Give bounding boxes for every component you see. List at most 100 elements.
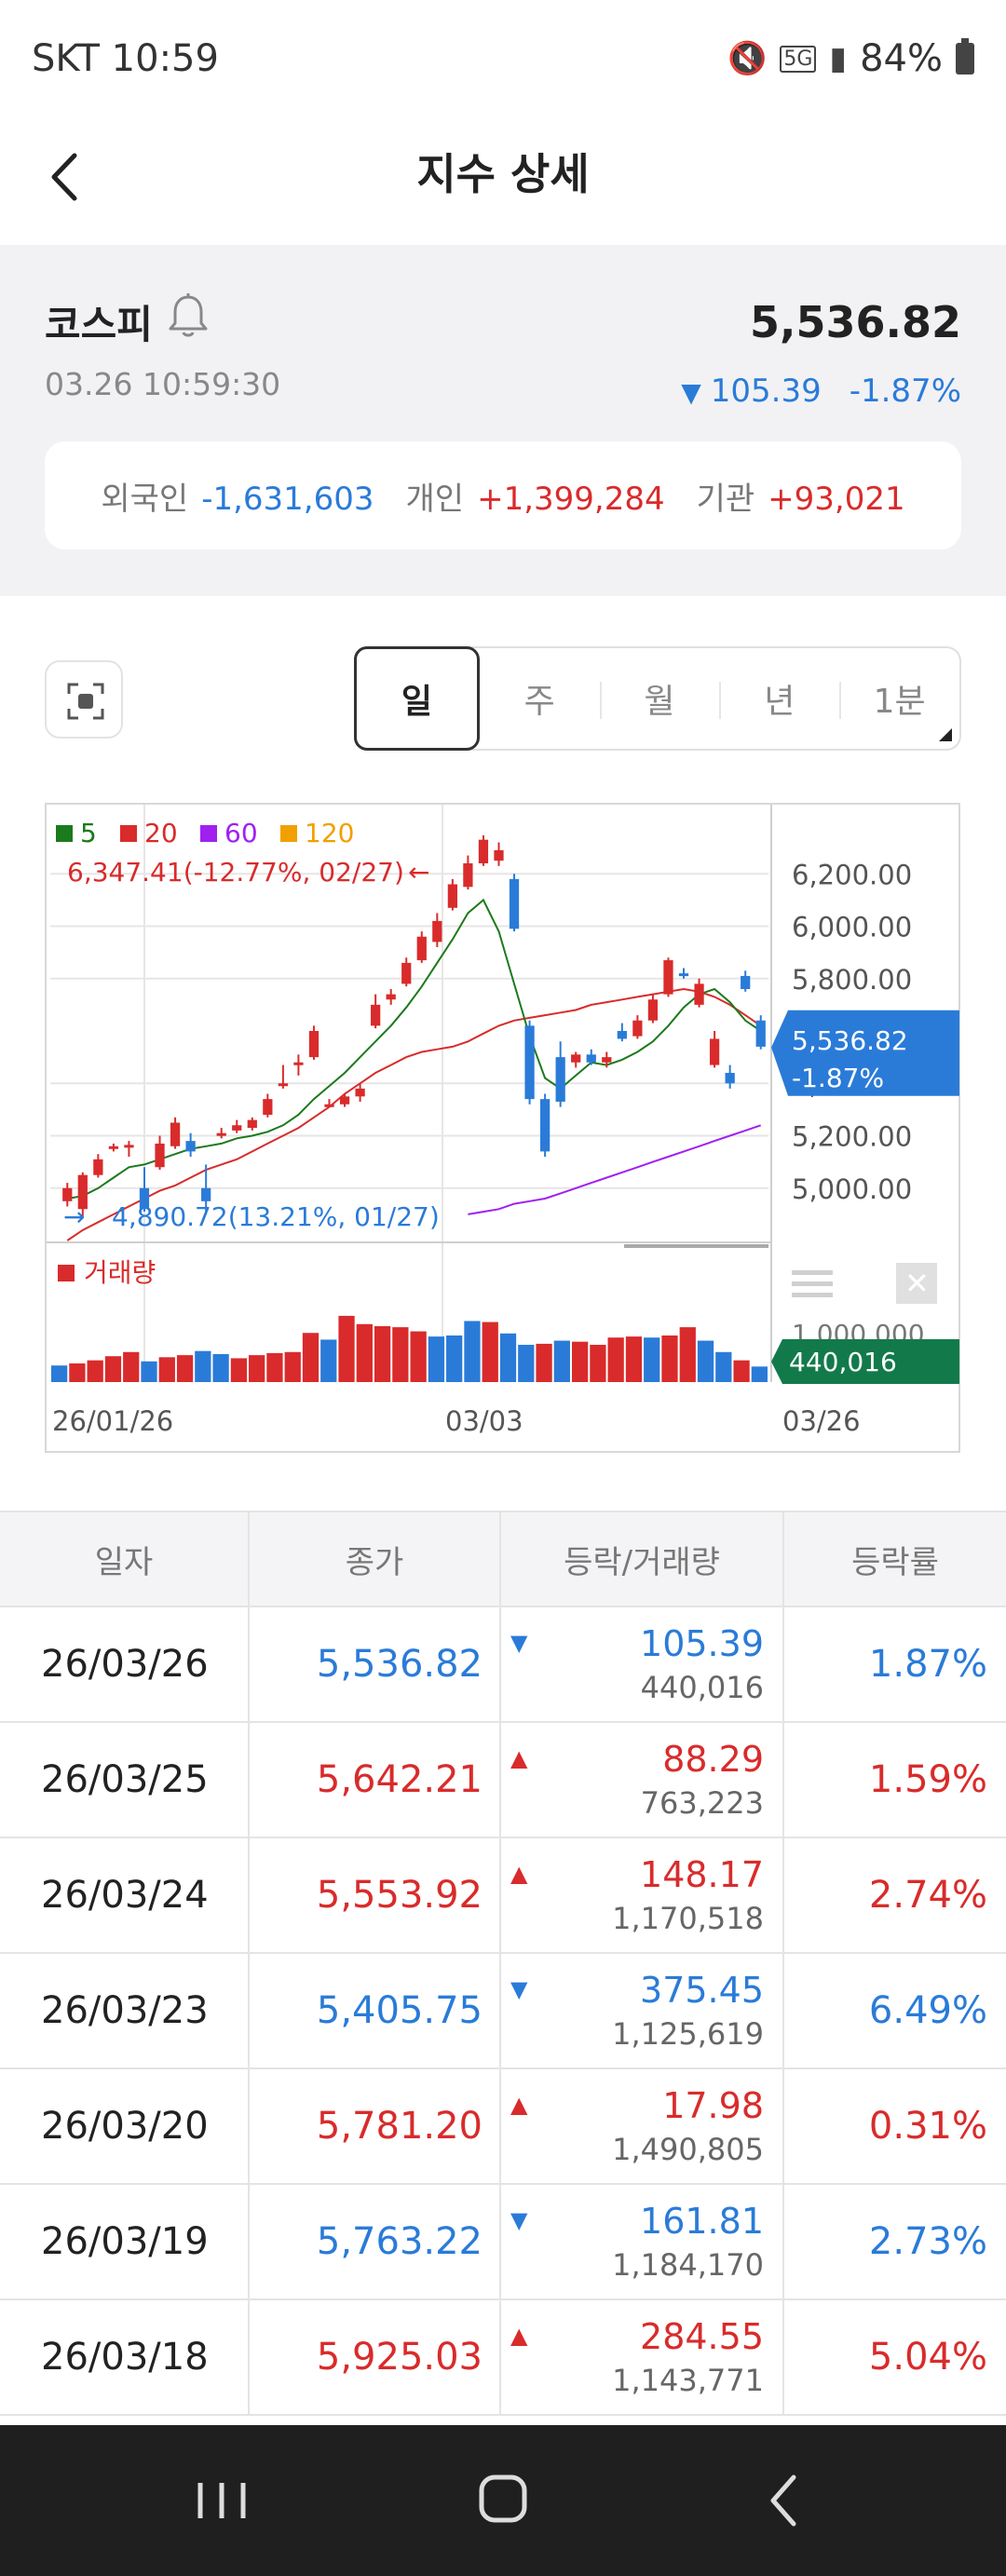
alarm-bell-button[interactable]: [166, 291, 211, 340]
legend-swatch: [200, 825, 217, 842]
volume-bar: [715, 1351, 732, 1382]
volume-bar: [87, 1360, 103, 1382]
ma5-line: [67, 898, 762, 1200]
investor-trading-box: 외국인 -1,631,603 개인 +1,399,284 기관 +93,021: [45, 441, 961, 549]
tab-period-1[interactable]: 주: [480, 648, 600, 749]
cell-rate: 6.49%: [868, 1989, 987, 2032]
recent-apps-button[interactable]: [180, 2468, 264, 2533]
candle-body: [586, 1054, 596, 1063]
candle-body: [725, 1073, 735, 1084]
dropdown-corner-icon: [938, 728, 952, 741]
volume-value: 1,490,805: [612, 2132, 764, 2167]
investor-item: 외국인 -1,631,603: [101, 473, 374, 519]
tab-period-2[interactable]: 월: [599, 648, 720, 749]
volume-bar: [536, 1343, 552, 1382]
home-button[interactable]: [461, 2468, 545, 2533]
screenshot-button[interactable]: [45, 660, 123, 739]
volume-bar: [446, 1335, 463, 1382]
candle-body: [124, 1145, 134, 1148]
tab-label: 주: [523, 683, 555, 721]
down-triangle-icon: ▼: [510, 2207, 528, 2233]
volume-bar: [571, 1341, 589, 1382]
candle-body: [447, 884, 457, 908]
table-row[interactable]: 26/03/19 5,763.22 ▼ 161.81 1,184,170 2.73%: [0, 2185, 1006, 2300]
volume-value: 763,223: [640, 1785, 764, 1821]
volume-badge-label: 440,016: [789, 1347, 897, 1377]
cell-rate: 1.87%: [868, 1643, 987, 1686]
candle-body: [93, 1159, 103, 1175]
header-rate[interactable]: 등락률: [851, 1543, 939, 1581]
tab-period-4[interactable]: 1분: [839, 648, 959, 749]
down-triangle-icon: ▼: [510, 1976, 528, 2002]
header-close[interactable]: 종가: [250, 1512, 501, 1606]
cell-date: 26/03/20: [0, 2069, 250, 2183]
battery-percent: 84%: [860, 37, 943, 80]
volume-bar: [679, 1327, 696, 1382]
volume-bar: [607, 1337, 624, 1382]
index-name: 코스피: [45, 302, 153, 347]
legend-swatch: [280, 825, 297, 842]
up-triangle-icon: ▲: [510, 1745, 528, 1771]
tab-label: 년: [764, 683, 795, 721]
volume-bar: [158, 1357, 175, 1382]
low-annotation: 4,890.72(13.21%, 01/27): [112, 1201, 440, 1232]
volume-bar: [410, 1331, 427, 1382]
cell-close: 5,781.20: [250, 2069, 501, 2183]
candle-body: [201, 1187, 211, 1201]
investor-label: 개인: [405, 480, 465, 518]
candle-body: [632, 1020, 643, 1037]
volume-badge: [771, 1339, 959, 1384]
candle-body: [185, 1141, 196, 1152]
tab-period-0[interactable]: 일: [354, 646, 480, 751]
candle-body: [108, 1146, 119, 1149]
volume-bar: [482, 1322, 498, 1382]
tab-period-3[interactable]: 년: [719, 648, 839, 749]
change-value: 375.45: [640, 1970, 764, 2011]
table-row[interactable]: 26/03/18 5,925.03 ▲ 284.55 1,143,771 5.04%: [0, 2300, 1006, 2416]
change-value: 284.55: [640, 2316, 764, 2357]
candle-body: [755, 1020, 766, 1047]
table-row[interactable]: 26/03/20 5,781.20 ▲ 17.98 1,490,805 0.31%: [0, 2069, 1006, 2185]
volume-bar: [195, 1350, 211, 1382]
header-date[interactable]: 일자: [0, 1512, 250, 1606]
volume-bar: [625, 1336, 643, 1382]
table-row[interactable]: 26/03/23 5,405.75 ▼ 375.45 1,125,619 6.49%: [0, 1954, 1006, 2069]
header-change-volume[interactable]: 등락/거래량: [501, 1512, 784, 1606]
table-row[interactable]: 26/03/25 5,642.21 ▲ 88.29 763,223 1.59%: [0, 1723, 1006, 1838]
up-triangle-icon: ▲: [510, 1861, 528, 1887]
volume-bar: [284, 1351, 301, 1382]
table-row[interactable]: 26/03/26 5,536.82 ▼ 105.39 440,016 1.87%: [0, 1607, 1006, 1723]
volume-bar: [356, 1323, 373, 1382]
volume-bar: [338, 1315, 355, 1382]
volume-bar: [464, 1321, 481, 1382]
volume-bar: [374, 1326, 391, 1382]
candle-body: [77, 1174, 88, 1210]
status-bar: SKT 10:59 🔇 5G ▮ 84%: [0, 0, 1006, 116]
back-icon: [770, 2474, 796, 2527]
candle-body: [555, 1057, 565, 1102]
change-value: 105.39: [710, 373, 822, 410]
status-icons: 🔇 5G ▮ 84%: [727, 37, 974, 80]
change-percent: -1.87%: [849, 373, 961, 410]
ma20-line: [66, 987, 762, 1241]
candle-body: [401, 962, 412, 984]
cell-change-volume: ▼ 161.81 1,184,170: [501, 2185, 784, 2298]
candle-body: [494, 849, 504, 861]
candle-body: [509, 878, 520, 929]
back-button[interactable]: [39, 144, 95, 210]
volume-value: 440,016: [640, 1670, 764, 1705]
investor-value: -1,631,603: [201, 480, 374, 518]
chart-svg: 6,200.006,000.005,800.005,400.005,200.00…: [47, 805, 959, 1437]
cell-close: 5,553.92: [250, 1838, 501, 1952]
table-row[interactable]: 26/03/24 5,553.92 ▲ 148.17 1,170,518 2.74%: [0, 1838, 1006, 1954]
y-tick-label: 6,200.00: [792, 859, 912, 890]
cell-change-volume: ▲ 148.17 1,170,518: [501, 1838, 784, 1952]
bell-icon: [169, 293, 208, 337]
candle-body: [432, 920, 442, 942]
arrow-right-icon: →: [63, 1201, 85, 1232]
system-back-button[interactable]: [742, 2468, 826, 2533]
volume-bar: [302, 1333, 319, 1382]
legend-label: 20: [144, 818, 178, 848]
candlestick-chart[interactable]: 6,200.006,000.005,800.005,400.005,200.00…: [45, 803, 960, 1453]
candle-body: [293, 1062, 304, 1065]
